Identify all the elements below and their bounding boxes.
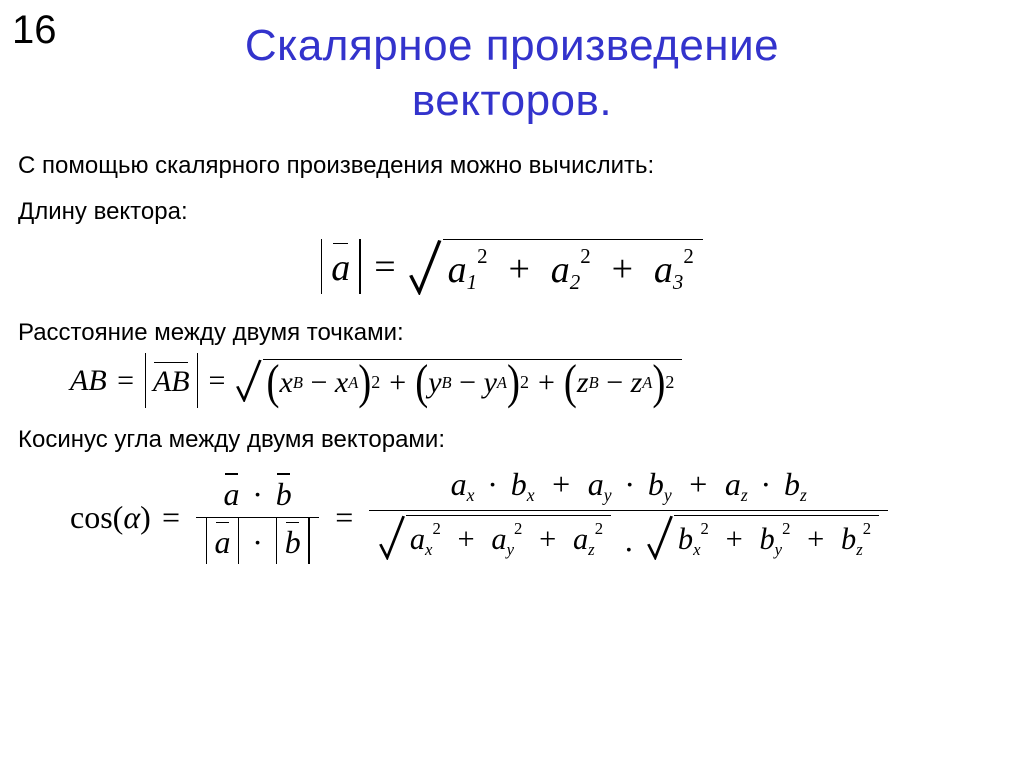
title-line-1: Скалярное произведение	[245, 21, 779, 70]
formula-distance: AB = AB = ( xB − xA )2 + ( yB − yA	[70, 359, 1024, 402]
slide-page: 16 Скалярное произведение векторов. С по…	[0, 0, 1024, 767]
formula-cosine: cos(α) = a · b a · b = ax · bx	[70, 466, 1024, 568]
title-line-2: векторов.	[412, 76, 612, 125]
cosine-label: Косинус угла между двумя векторами:	[18, 424, 1024, 456]
intro-text: С помощью скалярного произведения можно …	[18, 150, 1024, 182]
distance-label: Расстояние между двумя точками:	[18, 317, 1024, 349]
page-number: 16	[12, 8, 57, 53]
length-label: Длину вектора:	[18, 196, 1024, 228]
formula-vector-length: a = a12 + a22 + a32	[0, 239, 1024, 295]
slide-title: Скалярное произведение векторов.	[0, 0, 1024, 128]
